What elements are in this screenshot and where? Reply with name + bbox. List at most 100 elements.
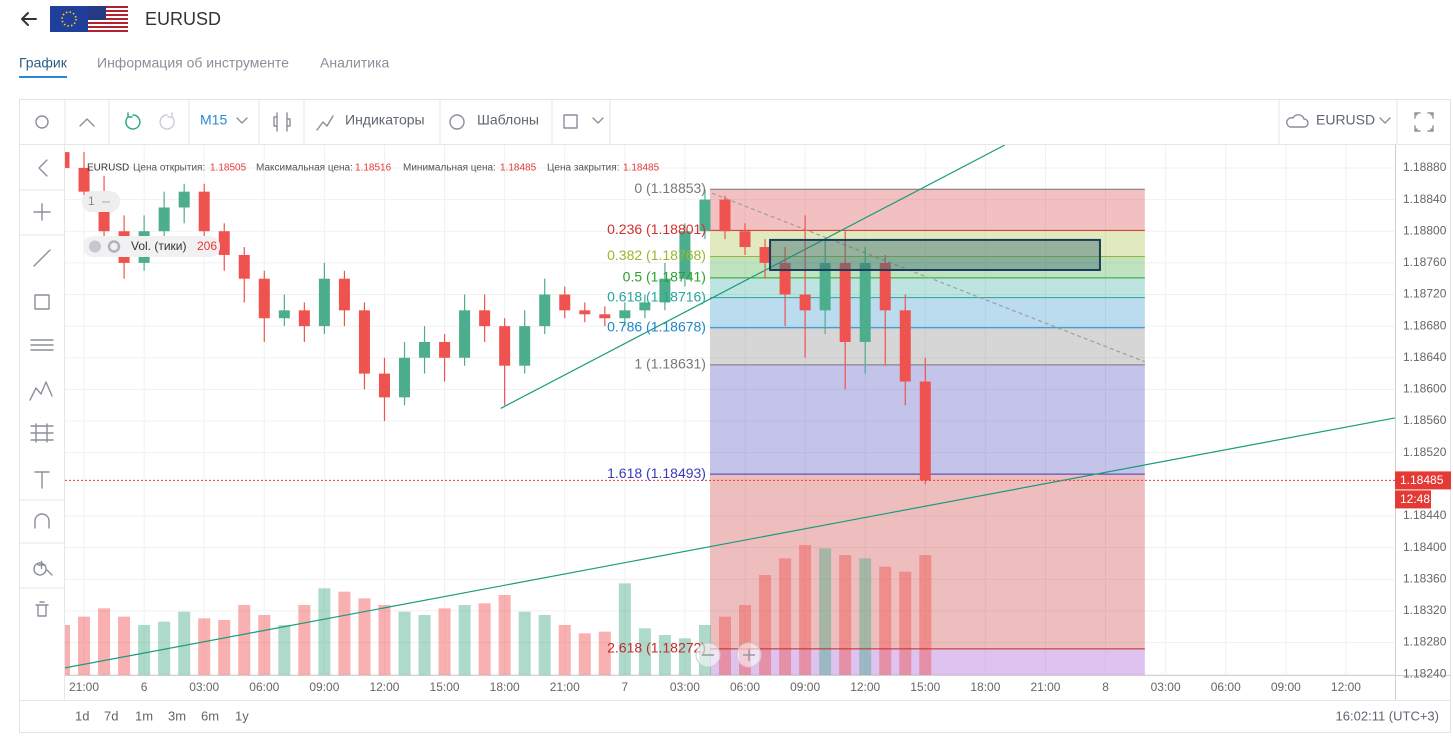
x-tick-label: 18:00 [970, 680, 1000, 694]
range-button[interactable]: 6m [201, 708, 219, 723]
shape-tool[interactable] [34, 294, 50, 310]
delete-tool[interactable] [35, 601, 49, 617]
volume-label: Vol. (тики) [131, 239, 187, 253]
channel-tool[interactable] [30, 339, 54, 351]
volume-bar [398, 611, 411, 675]
volume-bar [138, 625, 151, 675]
volume-remove[interactable] [89, 240, 101, 253]
fib-band [709, 297, 1145, 328]
x-tick-label: 06:00 [249, 680, 279, 694]
candle-body [419, 341, 431, 358]
interval-dropdown[interactable] [236, 117, 248, 124]
back-button[interactable] [21, 12, 37, 26]
volume-bar [378, 605, 391, 675]
volume-bar [118, 616, 131, 675]
fullscreen-button[interactable] [1414, 112, 1434, 132]
volume-bar [478, 603, 491, 675]
range-button[interactable]: 1d [75, 708, 89, 723]
candle-body [619, 310, 631, 319]
tab[interactable]: Аналитика [320, 55, 390, 71]
x-tick-label: 7 [621, 680, 628, 694]
candle-body [859, 262, 871, 342]
candle-body [779, 262, 791, 295]
volume-bar [98, 608, 111, 675]
range-button[interactable]: 1y [235, 708, 249, 723]
undo-button[interactable] [125, 112, 141, 130]
text-tool[interactable] [34, 471, 50, 489]
volume-bar [158, 621, 171, 675]
crosshair-tool[interactable] [33, 203, 51, 221]
volume-bar [518, 611, 531, 675]
collapse-button[interactable] [79, 118, 95, 127]
calendar-button[interactable] [563, 114, 578, 129]
tab-underline [19, 76, 67, 78]
range-button[interactable]: 1m [135, 708, 153, 723]
candle-body [679, 231, 691, 279]
templates-icon [449, 114, 465, 130]
y-tick-label: 1.18640 [1403, 350, 1447, 364]
candle-body [739, 231, 751, 248]
fib-band [709, 256, 1145, 278]
symbol-select[interactable]: EURUSD [1316, 112, 1375, 128]
x-tick-label: 18:00 [490, 680, 520, 694]
candle-body [378, 373, 390, 398]
price-tag-label: 1.18485 [1400, 473, 1444, 487]
redo-button[interactable] [159, 112, 175, 130]
fib-tool[interactable] [30, 423, 54, 443]
volume-bar [578, 633, 591, 675]
candle-body [899, 310, 911, 382]
interval-button[interactable]: M15 [200, 112, 227, 128]
volume-bar [859, 558, 872, 675]
fib-band [709, 189, 1145, 231]
pattern-tool[interactable] [29, 381, 53, 401]
volume-bar [198, 618, 211, 675]
sidebar-separators [20, 189, 64, 589]
range-button[interactable]: 3m [168, 708, 186, 723]
candle-body [198, 191, 210, 232]
magnet-tool[interactable] [34, 513, 50, 529]
candle-body [338, 278, 350, 311]
volume-bar [238, 605, 251, 675]
x-tick-label: 03:00 [1151, 680, 1181, 694]
line-tool[interactable] [33, 249, 51, 267]
calendar-dropdown[interactable] [592, 117, 604, 124]
x-tick-label: 09:00 [1271, 680, 1301, 694]
volume-bar [618, 583, 631, 675]
x-tick-label: 06:00 [1211, 680, 1241, 694]
candle-body [839, 262, 851, 342]
zoom-tool[interactable] [33, 560, 53, 576]
volume-bar [658, 635, 671, 675]
tab[interactable]: График [19, 55, 68, 71]
settings-button[interactable] [35, 115, 49, 129]
tab[interactable]: Информация об инструменте [97, 55, 289, 71]
chart-type-button[interactable] [273, 112, 291, 132]
candle-body [819, 262, 831, 311]
info-label: Максимальная цена: [256, 163, 353, 174]
clock: 16:02:11 (UTC+3) [1336, 708, 1439, 723]
candle-body [579, 310, 591, 315]
candle-body [599, 314, 611, 319]
indicators-button[interactable]: Индикаторы [345, 112, 425, 128]
candle-body [499, 326, 511, 366]
info-symbol: EURUSD [87, 163, 129, 174]
symbol-dropdown[interactable] [1379, 117, 1391, 124]
volume-settings[interactable] [107, 240, 121, 253]
candle-body [439, 341, 451, 358]
flags [50, 6, 128, 32]
x-tick-label: 12:00 [1331, 680, 1361, 694]
candle-body [278, 310, 290, 319]
volume-bar [919, 555, 932, 675]
fib-label: 0.236 (1.18801) [607, 221, 706, 237]
sidebar-back[interactable] [38, 159, 48, 177]
volume-bar [718, 616, 732, 675]
info-label: Цена закрытия: [547, 163, 619, 174]
templates-button[interactable]: Шаблоны [477, 112, 539, 128]
pane-pill[interactable] [82, 191, 120, 212]
candle-body [358, 310, 370, 374]
candle-body [238, 254, 250, 279]
range-button[interactable]: 7d [104, 708, 118, 723]
volume-bar [779, 558, 792, 675]
candle-body [879, 262, 891, 311]
x-tick-label: 15:00 [910, 680, 940, 694]
